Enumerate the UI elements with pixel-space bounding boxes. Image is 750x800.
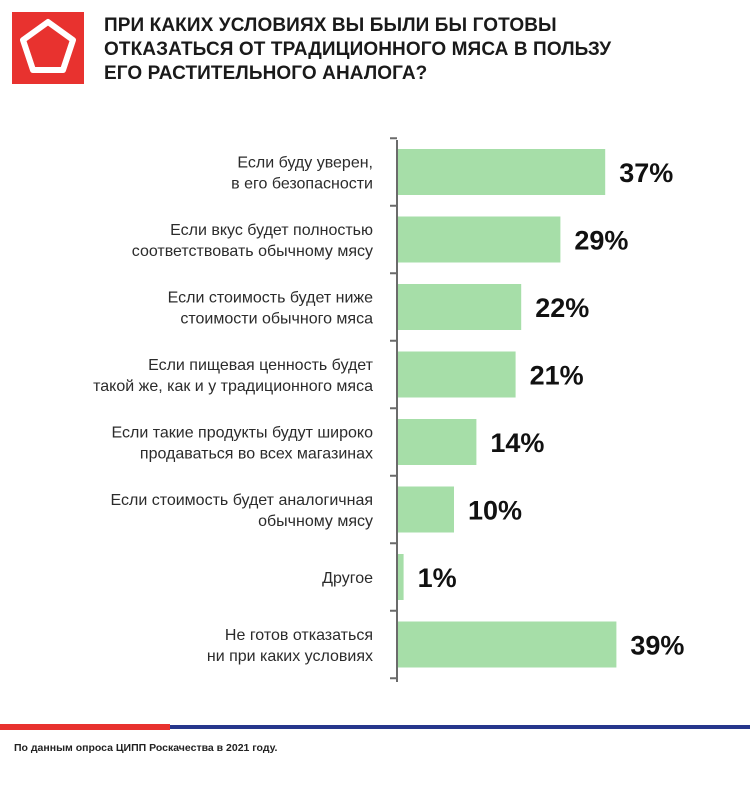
footer-rule-red [0,724,170,730]
data-label: 21% [530,361,584,391]
category-label: Не готов отказаться ни при каких условиях [207,627,373,665]
category-label: Если буду уверен, в его безопасности [231,155,373,193]
data-label: 14% [490,428,544,458]
page-title: ПРИ КАКИХ УСЛОВИЯХ ВЫ БЫЛИ БЫ ГОТОВЫ ОТК… [104,14,624,86]
data-label: 29% [574,226,628,256]
data-label: 22% [535,293,589,323]
category-label: Если стоимость будет ниже стоимости обычн… [168,290,373,328]
category-label: Другое [322,570,373,587]
bar [398,486,454,533]
category-label: Если такие продукты будут широко продават… [112,425,374,463]
bar [398,149,606,195]
data-label: 37% [619,158,673,188]
bar [398,554,404,600]
bar-chart: 37% Если буду уверен, в его безопасности 29… [93,137,684,682]
category-label: Если вкус будет полностью соответствовать… [132,222,373,260]
bar [398,216,561,263]
category-label: Если стоимость будет аналогичная обычному… [110,492,373,530]
bar [398,284,522,330]
title-line: ЕГО РАСТИТЕЛЬНОГО АНАЛОГА? [104,63,428,84]
data-label: 1% [418,563,457,593]
bar [398,621,617,668]
roskachestvo-logo-icon [12,12,84,84]
footer-rule-blue [170,725,750,729]
title-line: ПРИ КАКИХ УСЛОВИЯХ ВЫ БЫЛИ БЫ ГОТОВЫ [104,15,557,36]
bar [398,419,477,465]
data-label: 39% [630,631,684,661]
category-label: Если пищевая ценность будет такой же, как… [93,357,374,395]
data-label: 10% [468,496,522,526]
bar [398,351,516,398]
title-line: ОТКАЗАТЬСЯ ОТ ТРАДИЦИОННОГО МЯСА В ПОЛЬЗ… [104,39,612,60]
source-note: По данным опроса ЦИПП Роскачества в 2021… [14,742,278,754]
